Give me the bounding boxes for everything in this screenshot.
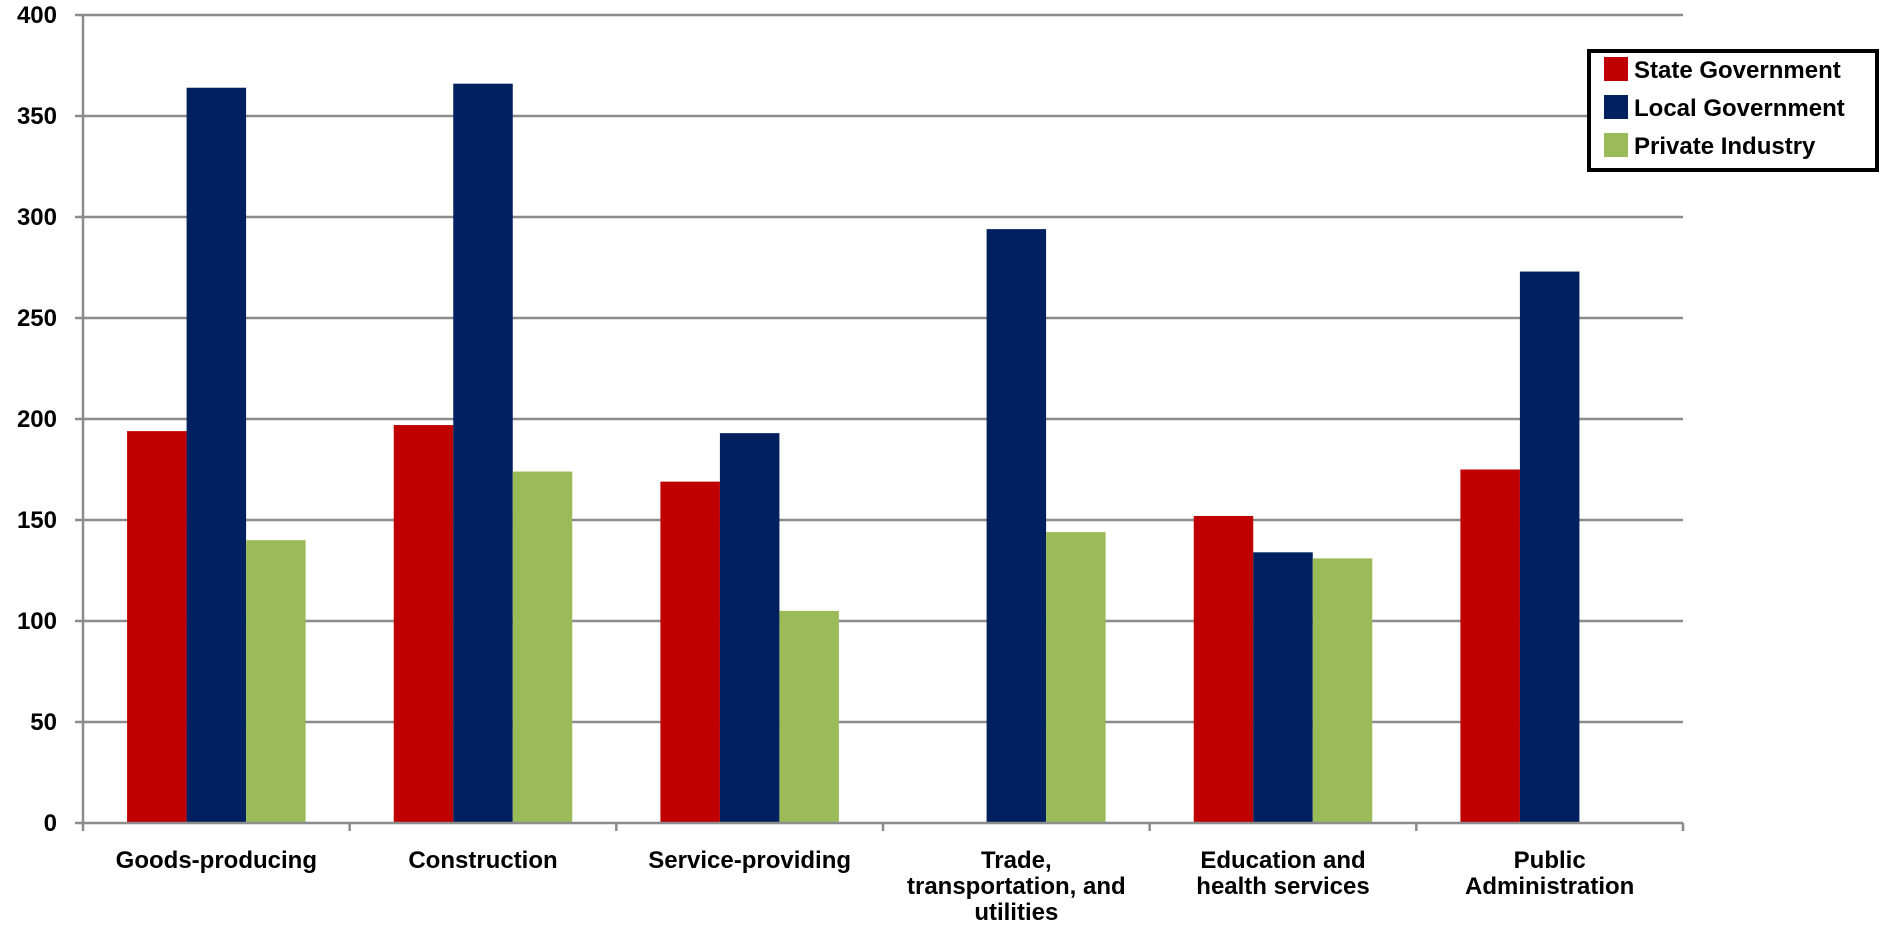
x-category-label: health services — [1196, 873, 1369, 900]
x-axis-category-labels: Goods-producing Construction Service-provi… — [116, 847, 1635, 926]
x-category-label: Education and — [1200, 847, 1365, 874]
bar-state-government — [393, 425, 454, 823]
legend-swatch — [1604, 133, 1628, 157]
y-tick-label: 200 — [17, 406, 57, 433]
bar-private-industry — [246, 540, 306, 823]
bar-local-government — [186, 87, 247, 824]
legend-swatch — [1604, 95, 1628, 119]
bars — [127, 83, 1580, 824]
legend-swatch — [1604, 57, 1628, 81]
bar-private-industry — [1312, 558, 1373, 823]
y-tick-label: 350 — [17, 103, 57, 130]
legend: State Government Local Government Private … — [1587, 49, 1879, 172]
bar-state-government — [127, 431, 187, 823]
bar-local-government — [1519, 271, 1580, 823]
y-tick-label: 300 — [17, 204, 57, 231]
bar-state-government — [1460, 469, 1520, 823]
x-category-label: Construction — [408, 847, 557, 874]
axes — [75, 13, 1685, 831]
legend-label: Local Government — [1634, 95, 1845, 122]
x-category-label: Service-providing — [648, 847, 851, 874]
legend-label: State Government — [1634, 57, 1841, 84]
y-axis-tick-labels: 0 50 100 150 200 250 300 350 400 — [17, 2, 57, 837]
y-tick-label: 250 — [17, 305, 57, 332]
x-category-label: transportation, and — [907, 873, 1126, 900]
bar-private-industry — [1046, 532, 1106, 823]
bar-local-government — [453, 83, 513, 824]
x-category-label: Administration — [1465, 873, 1634, 900]
bar-local-government — [1253, 552, 1313, 823]
bar-private-industry — [779, 610, 839, 823]
y-tick-label: 400 — [17, 2, 57, 29]
legend-frame — [1587, 49, 1879, 172]
y-tick-label: 0 — [44, 810, 57, 837]
x-category-label: Goods-producing — [116, 847, 317, 874]
y-tick-label: 100 — [17, 608, 57, 635]
x-category-label: Public — [1514, 847, 1586, 874]
x-category-label: utilities — [974, 899, 1058, 926]
y-tick-label: 150 — [17, 507, 57, 534]
bar-local-government — [986, 229, 1047, 823]
legend-label: Private Industry — [1634, 133, 1816, 160]
x-category-label: Trade, — [981, 847, 1052, 874]
bar-state-government — [1193, 515, 1254, 823]
gridlines — [83, 13, 1683, 724]
bar-state-government — [660, 481, 720, 823]
bar-local-government — [719, 433, 780, 823]
y-tick-label: 50 — [30, 709, 57, 736]
bar-private-industry — [512, 471, 573, 823]
